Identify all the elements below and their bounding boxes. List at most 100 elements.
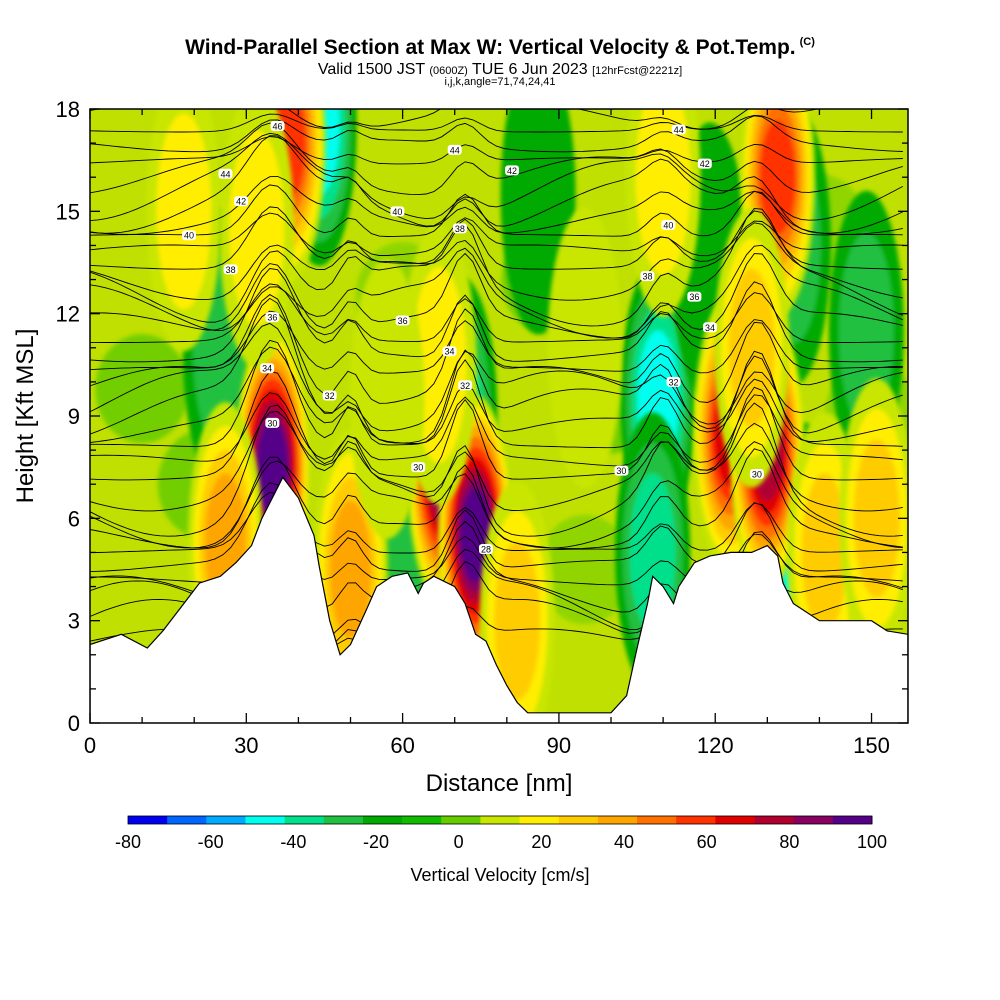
colorbar-swatch: [323, 816, 364, 824]
colorbar-tick-label: 100: [857, 832, 887, 852]
contour-label-text: 30: [267, 418, 277, 428]
contour-label-text: 36: [267, 313, 277, 323]
valid-time: Valid 1500 JST: [317, 61, 425, 78]
contour-label-text: 32: [460, 381, 470, 391]
field-patch: [538, 514, 632, 625]
copyright-mark: (C): [799, 36, 815, 48]
contour-label: 32: [458, 380, 473, 391]
contour-label: 34: [442, 346, 457, 357]
colorbar-tick-label: 60: [697, 832, 717, 852]
contour-label: 34: [260, 363, 275, 374]
theta-contour: [90, 212, 903, 257]
theta-contour: [90, 115, 903, 153]
colorbar-swatch: [832, 816, 873, 824]
contour-label-text: 40: [184, 231, 194, 241]
colorbar-swatch: [676, 816, 716, 824]
contour-label: 36: [687, 291, 702, 302]
contour-label-text: 30: [413, 463, 423, 473]
forecast-info: [12hrFcst@2221z]: [592, 65, 683, 77]
contour-label-text: 42: [700, 159, 710, 169]
contour-label: 30: [614, 465, 629, 476]
contour-label: 34: [703, 322, 718, 333]
grid-indices: i,j,k,angle=71,74,24,41: [444, 76, 556, 88]
theta-contour-labels: 46 44 44 44 42 42 42 40 40 40 38 38 38 36 36 36 34 34 34 32…: [181, 121, 764, 555]
chart-title: Wind-Parallel Section at Max W: Vertical…: [0, 36, 1000, 60]
theta-contour: [90, 491, 903, 554]
colorbar-tick-label: 20: [531, 832, 551, 852]
contour-label-text: 32: [325, 391, 335, 401]
valid-date: TUE 6 Jun 2023: [472, 61, 588, 78]
contour-label: 38: [223, 264, 238, 275]
theta-contour: [90, 294, 903, 404]
updraft-core: [839, 378, 908, 659]
contour-label-text: 34: [262, 364, 272, 374]
contour-label: 30: [411, 462, 426, 473]
colorbar-tick-label: -80: [115, 832, 141, 852]
contour-label: 42: [234, 196, 249, 207]
terrain-mask: [90, 476, 908, 723]
colorbar-label: Vertical Velocity [cm/s]: [410, 865, 589, 885]
theta-contour: [90, 208, 903, 327]
contour-label-text: 46: [273, 122, 283, 132]
theta-contour: [90, 113, 903, 133]
colorbar-swatch: [637, 816, 677, 824]
colorbar-swatch: [597, 816, 638, 824]
updraft-core: [479, 480, 555, 723]
contour-label: 30: [265, 417, 280, 428]
y-axis-label: Height [Kft MSL]: [12, 329, 39, 504]
colorbar-swatch: [128, 816, 168, 824]
contour-label: 32: [322, 390, 337, 401]
contour-label: 42: [505, 165, 520, 176]
x-tick-label: 0: [84, 733, 96, 758]
contour-label: 30: [749, 468, 764, 479]
theta-contour: [90, 175, 903, 235]
contour-label: 42: [697, 158, 712, 169]
contour-label-text: 30: [616, 466, 626, 476]
contour-label: 44: [671, 124, 686, 135]
theta-contour: [90, 322, 903, 432]
colorbar-tick-label: 80: [779, 832, 799, 852]
contour-label-text: 42: [507, 166, 517, 176]
contour-label-text: 40: [663, 220, 673, 230]
colorbar-swatch: [480, 816, 521, 824]
colorbar-swatch: [754, 816, 795, 824]
contour-label-text: 38: [226, 265, 236, 275]
colorbar-swatch: [715, 816, 756, 824]
theta-contour: [90, 136, 903, 165]
contour-label-text: 36: [398, 316, 408, 326]
contour-label-text: 44: [674, 125, 684, 135]
contour-label: 46: [270, 121, 285, 132]
theta-contour: [90, 346, 903, 444]
contour-label-text: 32: [669, 377, 679, 387]
title-main: Wind-Parallel Section at Max W: Vertical…: [185, 36, 796, 59]
x-tick-label: 90: [547, 733, 571, 758]
theta-contour: [90, 283, 903, 343]
colorbar-swatch: [519, 816, 560, 824]
contour-label: 38: [640, 271, 655, 282]
contour-label: 44: [447, 144, 462, 155]
theta-contour: [90, 411, 903, 512]
contour-label-text: 38: [455, 224, 465, 234]
contour-label: 36: [395, 315, 410, 326]
contour-label-text: 44: [220, 169, 230, 179]
contour-label-text: 44: [450, 145, 460, 155]
y-tick-label: 9: [68, 404, 80, 429]
x-tick-label: 120: [697, 733, 734, 758]
contour-label-text: 42: [236, 197, 246, 207]
contour-label: 40: [661, 219, 676, 230]
contour-label: 28: [478, 544, 493, 555]
x-axis-label: Distance [nm]: [426, 770, 573, 797]
colorbar-swatch: [206, 816, 246, 824]
colorbar: -80 -60 -40 -20 0 20 40 60 80 100: [115, 815, 887, 852]
y-tick-label: 3: [68, 609, 80, 634]
colorbar-swatch: [558, 816, 599, 824]
contour-label: 38: [452, 223, 467, 234]
contour-label: 44: [218, 168, 233, 179]
valid-utc: (0600Z): [429, 65, 468, 77]
theta-contour: [90, 184, 903, 237]
theta-contour: [90, 135, 903, 234]
theta-contour: [90, 122, 903, 196]
terrain: [90, 476, 908, 723]
